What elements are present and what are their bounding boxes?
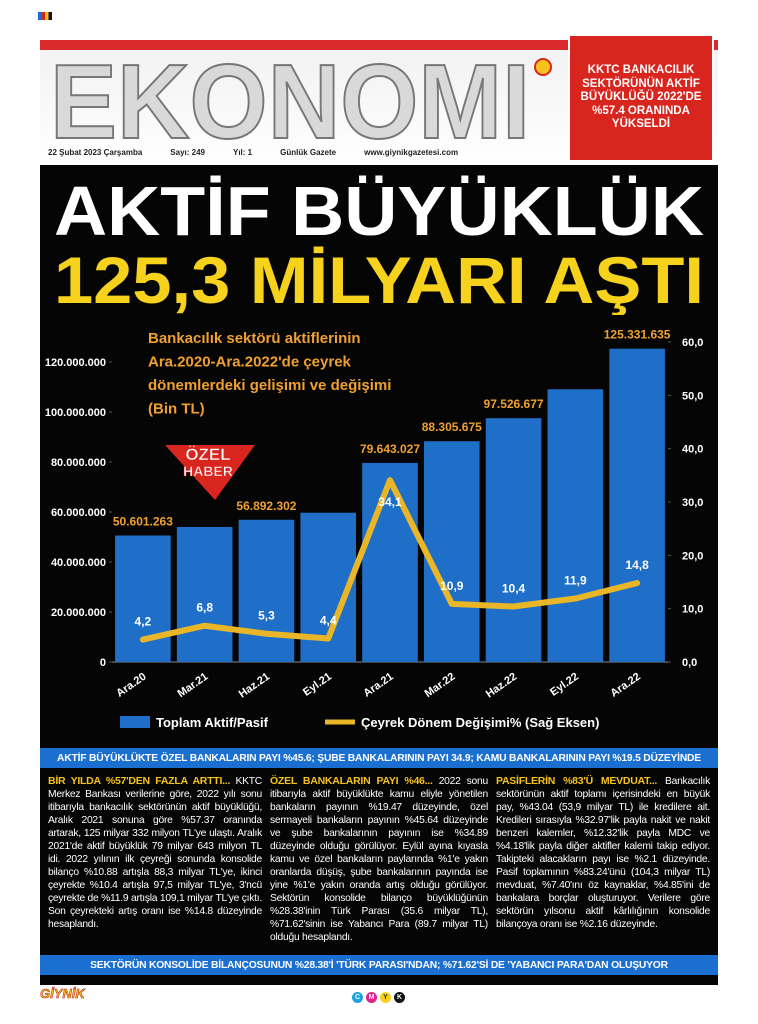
cmyk-dot: C — [352, 992, 363, 1003]
line-value-label: 10,4 — [502, 582, 526, 596]
y-tick-label: 20.000.000 — [51, 607, 106, 619]
y2-tick-label: 60,0 — [682, 337, 703, 349]
y-tick-label: 100.000.000 — [45, 407, 106, 419]
cmyk-dot: Y — [380, 992, 391, 1003]
date: 22 Şubat 2023 Çarşamba — [48, 148, 143, 157]
y2-tick-label: 0,0 — [682, 657, 697, 669]
issue: Sayı: 249 — [170, 148, 205, 157]
y2-tick-label: 30,0 — [682, 497, 703, 509]
column-heading: ÖZEL BANKALARIN PAYI %46... — [270, 775, 433, 787]
x-tick-label: Haz.22 — [484, 671, 519, 701]
column-body: KKTC Merkez Bankası verilerine göre, 202… — [48, 776, 262, 930]
masthead-title-svg: EKONOMI — [49, 42, 552, 150]
masthead-title: EKONOMI — [50, 43, 530, 150]
line-value-label: 4,2 — [135, 615, 152, 629]
chart-title: (Bin TL) — [148, 401, 205, 418]
bar-value-label: 56.892.302 — [236, 499, 296, 513]
x-tick-label: Ara.22 — [608, 671, 642, 700]
badge-shape — [165, 445, 255, 500]
website: www.giynikgazetesi.com — [364, 148, 459, 157]
bar-value-label: 50.601.263 — [113, 514, 173, 528]
line-value-label: 10,9 — [440, 579, 464, 593]
bar — [547, 389, 604, 662]
legend-label: Toplam Aktif/Pasif — [156, 715, 269, 730]
x-tick-label: Eyl.22 — [548, 671, 581, 699]
bar-value-label: 88.305.675 — [422, 420, 482, 434]
chart-title: Bankacılık sektörü aktiflerinin — [148, 330, 361, 347]
footer-logo: GİYNİK — [40, 986, 85, 1002]
column: ÖZEL BANKALARIN PAYI %46... 2022 sonu it… — [270, 775, 488, 944]
line — [139, 477, 641, 643]
column-body: Bankacılık sektörünün aktif toplamı içer… — [496, 776, 710, 930]
badge-text: HABER — [183, 463, 233, 479]
column: PASİFLERİN %83'Ü MEVDUAT... Bankacılık s… — [496, 775, 710, 931]
x-tick-label: Ara.20 — [114, 671, 148, 700]
y2-tick-label: 10,0 — [682, 604, 703, 616]
column: BİR YILDA %57'DEN FAZLA ARTTI... KKTC Me… — [48, 775, 262, 931]
bar — [485, 418, 542, 662]
x-tick-label: Haz.21 — [237, 671, 272, 701]
chart-title: dönemlerdeki gelişimi ve değişimi — [148, 377, 391, 394]
y-tick-label: 120.000.000 — [45, 357, 106, 369]
bar-value-label: 125.331.635 — [604, 328, 671, 342]
bar — [238, 519, 295, 662]
red-box: KKTC BANKACILIK SEKTÖRÜNÜN AKTİF BÜYÜKLÜ… — [568, 34, 714, 162]
line-value-label: 5,3 — [258, 609, 275, 623]
legend-label: Çeyrek Dönem Değişimi% (Sağ Eksen) — [361, 715, 599, 730]
line-value-label: 4,4 — [320, 614, 337, 628]
bar — [423, 441, 480, 662]
y-tick-label: 0 — [100, 657, 106, 669]
x-tick-label: Eyl.21 — [301, 671, 334, 699]
red-box-text: KKTC BANKACILIK SEKTÖRÜNÜN AKTİF BÜYÜKLÜ… — [580, 64, 702, 131]
bar-value-label: 79.643.027 — [360, 442, 420, 456]
cmyk-dots: C M Y K — [352, 992, 405, 1003]
y-tick-label: 80.000.000 — [51, 457, 106, 469]
cmyk-dot: K — [394, 992, 405, 1003]
year: Yıl: 1 — [232, 148, 253, 157]
bar-value-label: 97.526.677 — [484, 397, 544, 411]
masthead-logo-dot — [534, 58, 552, 76]
color-marks — [38, 12, 52, 20]
column-heading: PASİFLERİN %83'Ü MEVDUAT... — [496, 775, 658, 787]
bar — [176, 527, 233, 662]
chart-title: Ara.2020-Ara.2022'de çeyrek — [148, 354, 352, 371]
y2-tick-label: 20,0 — [682, 550, 703, 562]
x-tick-label: Mar.22 — [423, 671, 458, 700]
y2-tick-label: 40,0 — [682, 444, 703, 456]
x-tick-label: Mar.21 — [175, 671, 210, 700]
headline-line-1: AKTİF BÜYÜKLÜK — [54, 172, 704, 250]
banner: SEKTÖRÜN KONSOLİDE BİLANÇOSUNUN %28.38'İ… — [40, 955, 718, 975]
line-value-label: 11,9 — [564, 574, 587, 588]
line-value-label: 34,1 — [378, 495, 402, 509]
line-value-label: 6,8 — [196, 601, 213, 615]
y2-tick-label: 50,0 — [682, 390, 703, 402]
bar — [362, 462, 418, 662]
chart: Bankacılık sektörü aktiflerinin Ara.2020-… — [45, 328, 704, 730]
column-heading: BİR YILDA %57'DEN FAZLA ARTTI... — [48, 775, 231, 787]
headline-line-2: 125,3 MİLYARI AŞTI — [54, 243, 704, 315]
banner: AKTİF BÜYÜKLÜKTE ÖZEL BANKALARIN PAYI %4… — [40, 748, 718, 768]
line-value-label: 14,8 — [625, 558, 649, 572]
legend-swatch — [120, 716, 150, 728]
y-tick-label: 60.000.000 — [51, 507, 106, 519]
column-body: 2022 sonu itibarıyla aktif büyüklükte ka… — [270, 776, 488, 943]
frequency: Günlük Gazete — [280, 148, 337, 157]
x-tick-label: Ara.21 — [361, 671, 395, 700]
headline-svg: AKTİF BÜYÜKLÜK 125,3 MİLYARI AŞTI — [54, 172, 704, 315]
bar — [609, 348, 665, 662]
bar — [115, 535, 171, 662]
masthead-meta: 22 Şubat 2023 Çarşamba Sayı: 249 Yıl: 1 … — [48, 148, 548, 157]
badge-text: ÖZEL — [185, 445, 230, 464]
cmyk-dot: M — [366, 992, 377, 1003]
y-tick-label: 40.000.000 — [51, 557, 106, 569]
